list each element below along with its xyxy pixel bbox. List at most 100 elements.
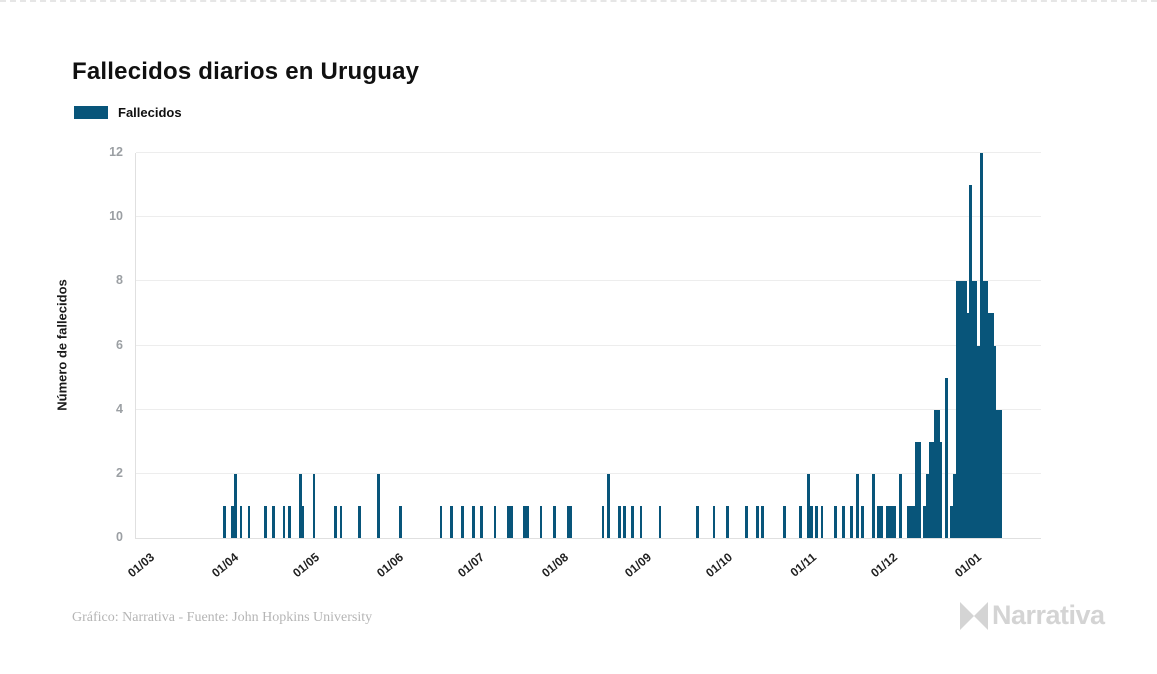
bar[interactable] bbox=[955, 281, 959, 538]
bar[interactable] bbox=[958, 281, 962, 538]
bar[interactable] bbox=[493, 505, 497, 538]
bar[interactable] bbox=[299, 473, 302, 538]
bar[interactable] bbox=[945, 377, 948, 538]
bar[interactable] bbox=[726, 505, 729, 538]
bar[interactable] bbox=[509, 505, 513, 538]
bar[interactable] bbox=[782, 505, 786, 538]
bar[interactable] bbox=[928, 441, 932, 538]
bar[interactable] bbox=[934, 409, 937, 538]
bar[interactable] bbox=[915, 441, 918, 538]
bar[interactable] bbox=[950, 505, 954, 538]
bar[interactable] bbox=[963, 281, 967, 538]
bar[interactable] bbox=[263, 505, 267, 538]
bar[interactable] bbox=[877, 505, 881, 538]
bar[interactable] bbox=[815, 505, 818, 538]
bar[interactable] bbox=[312, 473, 316, 538]
bar[interactable] bbox=[807, 473, 810, 538]
bar[interactable] bbox=[282, 505, 286, 538]
bar[interactable] bbox=[231, 505, 235, 538]
bar[interactable] bbox=[982, 281, 986, 538]
bar[interactable] bbox=[223, 505, 227, 538]
bar[interactable] bbox=[461, 505, 464, 538]
bar[interactable] bbox=[450, 505, 454, 538]
bar[interactable] bbox=[631, 505, 635, 538]
bar[interactable] bbox=[523, 505, 527, 538]
bar[interactable] bbox=[880, 505, 883, 538]
bar[interactable] bbox=[899, 473, 902, 538]
bar[interactable] bbox=[539, 505, 543, 538]
bar[interactable] bbox=[977, 345, 981, 538]
bar[interactable] bbox=[893, 505, 897, 538]
bar[interactable] bbox=[912, 505, 916, 538]
bar[interactable] bbox=[696, 505, 700, 538]
bar[interactable] bbox=[888, 505, 891, 538]
bar[interactable] bbox=[607, 473, 610, 538]
bar[interactable] bbox=[931, 441, 935, 538]
bar[interactable] bbox=[247, 505, 251, 538]
bar[interactable] bbox=[601, 505, 605, 538]
bar[interactable] bbox=[288, 505, 291, 538]
bar[interactable] bbox=[566, 505, 570, 538]
bar[interactable] bbox=[617, 505, 621, 538]
bar[interactable] bbox=[909, 505, 913, 538]
bar[interactable] bbox=[939, 441, 943, 538]
bar[interactable] bbox=[972, 281, 975, 538]
bar[interactable] bbox=[339, 505, 343, 538]
bar[interactable] bbox=[623, 505, 627, 538]
bar[interactable] bbox=[761, 505, 764, 538]
bar[interactable] bbox=[820, 505, 824, 538]
bar[interactable] bbox=[936, 409, 940, 538]
bar[interactable] bbox=[990, 313, 994, 538]
bar[interactable] bbox=[809, 505, 813, 538]
bar[interactable] bbox=[480, 505, 483, 538]
legend[interactable]: Fallecidos bbox=[74, 105, 182, 120]
x-tick-label: 01/06 bbox=[373, 550, 406, 581]
bar[interactable] bbox=[890, 505, 894, 538]
bar[interactable] bbox=[377, 473, 381, 538]
bar[interactable] bbox=[334, 505, 337, 538]
bar[interactable] bbox=[861, 505, 864, 538]
bar[interactable] bbox=[755, 505, 759, 538]
bar[interactable] bbox=[301, 505, 305, 538]
bar[interactable] bbox=[569, 505, 572, 538]
bar[interactable] bbox=[239, 505, 243, 538]
gridline bbox=[136, 344, 1041, 346]
bar[interactable] bbox=[953, 473, 956, 538]
bar[interactable] bbox=[988, 313, 991, 538]
bar[interactable] bbox=[999, 409, 1002, 538]
bar[interactable] bbox=[923, 505, 927, 538]
gridline bbox=[136, 280, 1041, 282]
bar[interactable] bbox=[658, 505, 662, 538]
bar[interactable] bbox=[745, 505, 748, 538]
bar[interactable] bbox=[985, 281, 989, 538]
bar[interactable] bbox=[907, 505, 910, 538]
bar[interactable] bbox=[834, 505, 837, 538]
bar[interactable] bbox=[961, 281, 964, 538]
bar[interactable] bbox=[639, 505, 643, 538]
bar[interactable] bbox=[993, 345, 997, 538]
bar[interactable] bbox=[842, 505, 845, 538]
bar[interactable] bbox=[358, 505, 362, 538]
bar[interactable] bbox=[399, 505, 402, 538]
bar[interactable] bbox=[507, 505, 510, 538]
bar[interactable] bbox=[526, 505, 529, 538]
bar[interactable] bbox=[850, 505, 854, 538]
bar[interactable] bbox=[980, 153, 983, 538]
bar[interactable] bbox=[918, 441, 921, 538]
bar[interactable] bbox=[234, 473, 237, 538]
bar[interactable] bbox=[439, 505, 443, 538]
bar[interactable] bbox=[966, 313, 970, 538]
bar[interactable] bbox=[472, 505, 475, 538]
bar[interactable] bbox=[926, 473, 929, 538]
bar[interactable] bbox=[996, 409, 1000, 538]
bar[interactable] bbox=[974, 281, 978, 538]
bar[interactable] bbox=[799, 505, 802, 538]
bar[interactable] bbox=[969, 185, 973, 538]
bar[interactable] bbox=[872, 473, 875, 538]
bar[interactable] bbox=[271, 505, 275, 538]
bar[interactable] bbox=[553, 505, 556, 538]
gridline bbox=[136, 152, 1041, 153]
bar[interactable] bbox=[885, 505, 889, 538]
bar[interactable] bbox=[855, 473, 859, 538]
bar[interactable] bbox=[712, 505, 716, 538]
